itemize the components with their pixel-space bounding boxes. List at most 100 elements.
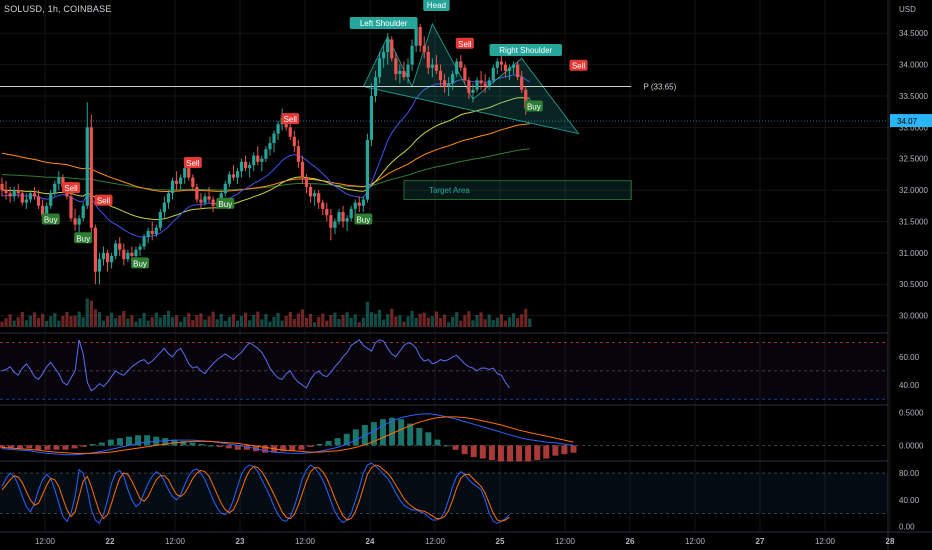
volume-bar: [455, 312, 459, 327]
candle-body: [272, 133, 276, 144]
volume-bar: [118, 315, 122, 327]
current-price-tag-box: [890, 114, 932, 128]
volume-bar: [235, 320, 240, 327]
volume-bar: [264, 313, 268, 327]
candle-body: [304, 177, 309, 187]
time-tick: 12:00: [425, 537, 446, 546]
candle-body: [134, 249, 138, 256]
candle-body: [101, 252, 106, 260]
candle-body: [170, 180, 175, 194]
price-tick: 30.0000: [899, 312, 928, 321]
candle-body: [0, 183, 4, 191]
rsi-tick: 60.00: [899, 353, 920, 362]
volume-bar: [475, 314, 479, 327]
volume-bar: [329, 315, 333, 327]
buy-signal-label: Buy: [133, 259, 147, 268]
candle-body: [89, 127, 93, 228]
left-shoulder-label: Left Shoulder: [360, 19, 408, 28]
volume-bar: [126, 318, 130, 327]
candle-body: [179, 177, 183, 184]
candle-body: [438, 70, 443, 81]
volume-bar: [28, 315, 33, 327]
stoch-tick: 0.00: [899, 523, 915, 532]
volume-bar: [69, 316, 73, 327]
volume-bar: [24, 320, 28, 327]
stoch-tick: 80.00: [899, 469, 920, 478]
volume-bar: [337, 318, 341, 327]
macd-histogram-bar: [461, 445, 468, 455]
candle-body: [414, 26, 418, 46]
macd-histogram-bar: [470, 445, 477, 458]
volume-bar: [410, 310, 414, 327]
macd-histogram-bar: [497, 445, 504, 462]
volume-bar: [463, 315, 467, 327]
candle-body: [69, 196, 73, 219]
volume-bar: [451, 316, 455, 327]
candle-body: [4, 190, 8, 194]
volume-bar: [373, 313, 378, 327]
candle-body: [369, 95, 374, 140]
volume-bar: [57, 320, 61, 327]
volume-bar: [49, 316, 53, 327]
time-tick: 23: [236, 537, 245, 546]
time-tick: 12:00: [555, 537, 576, 546]
volume-bar: [422, 312, 426, 327]
rsi-tick: 40.00: [899, 381, 920, 390]
volume-bar: [516, 318, 520, 327]
volume-bar: [438, 317, 443, 327]
volume-bar: [227, 316, 231, 327]
candle-body: [434, 64, 439, 71]
macd-histogram-bar: [479, 445, 486, 459]
macd-histogram-bar: [243, 445, 250, 450]
volume-bar: [223, 320, 227, 327]
volume-bar: [304, 317, 309, 327]
time-tick: 28: [886, 537, 895, 546]
price-tick: 33.5000: [899, 92, 928, 101]
time-tick: 24: [366, 537, 375, 546]
macd-histogram-bar: [443, 445, 450, 447]
macd-histogram-bar: [98, 442, 105, 446]
time-tick: 12:00: [295, 537, 316, 546]
macd-histogram-bar: [298, 445, 305, 450]
volume-bar: [284, 315, 288, 327]
candle-body: [373, 77, 378, 96]
candle-body: [239, 161, 244, 172]
volume-bar: [158, 317, 162, 327]
volume-bar: [142, 312, 146, 327]
candle-body: [471, 89, 475, 93]
macd-histogram-bar: [534, 445, 541, 460]
sell-signal-label: Sell: [458, 40, 472, 49]
volume-bar: [398, 315, 402, 327]
left-shoulder-label-box: [349, 17, 418, 29]
macd-tick: 0.5000: [899, 408, 924, 417]
candle-body: [244, 161, 248, 169]
macd-signal-line: [1, 416, 574, 454]
candle-body: [382, 52, 386, 59]
volume-bar: [426, 317, 430, 327]
macd-tick: 0.0000: [899, 441, 924, 450]
volume-bar: [110, 312, 114, 327]
candle-body: [16, 190, 20, 194]
volume-bar: [377, 309, 382, 327]
macd-histogram-bar: [398, 419, 405, 446]
buy-signal-box: [131, 257, 150, 269]
rsi-line: [1, 339, 510, 392]
volume-bar: [174, 315, 179, 327]
macd-histogram-bar: [234, 445, 241, 450]
macd-histogram-bar: [116, 438, 123, 446]
sell-signal-box: [62, 182, 81, 194]
volume-bar: [268, 321, 272, 327]
candle-body: [406, 64, 410, 78]
buy-signal-label: Buy: [218, 200, 232, 209]
candle-body: [268, 143, 272, 150]
macd-histogram-bar: [126, 436, 133, 446]
macd-histogram-bar: [507, 445, 514, 462]
volume-bar: [321, 313, 325, 327]
candle-body: [345, 218, 349, 222]
macd-histogram-bar: [289, 445, 296, 452]
volume-bar: [65, 311, 69, 327]
candle-body: [426, 52, 430, 68]
candle-body: [77, 218, 81, 225]
